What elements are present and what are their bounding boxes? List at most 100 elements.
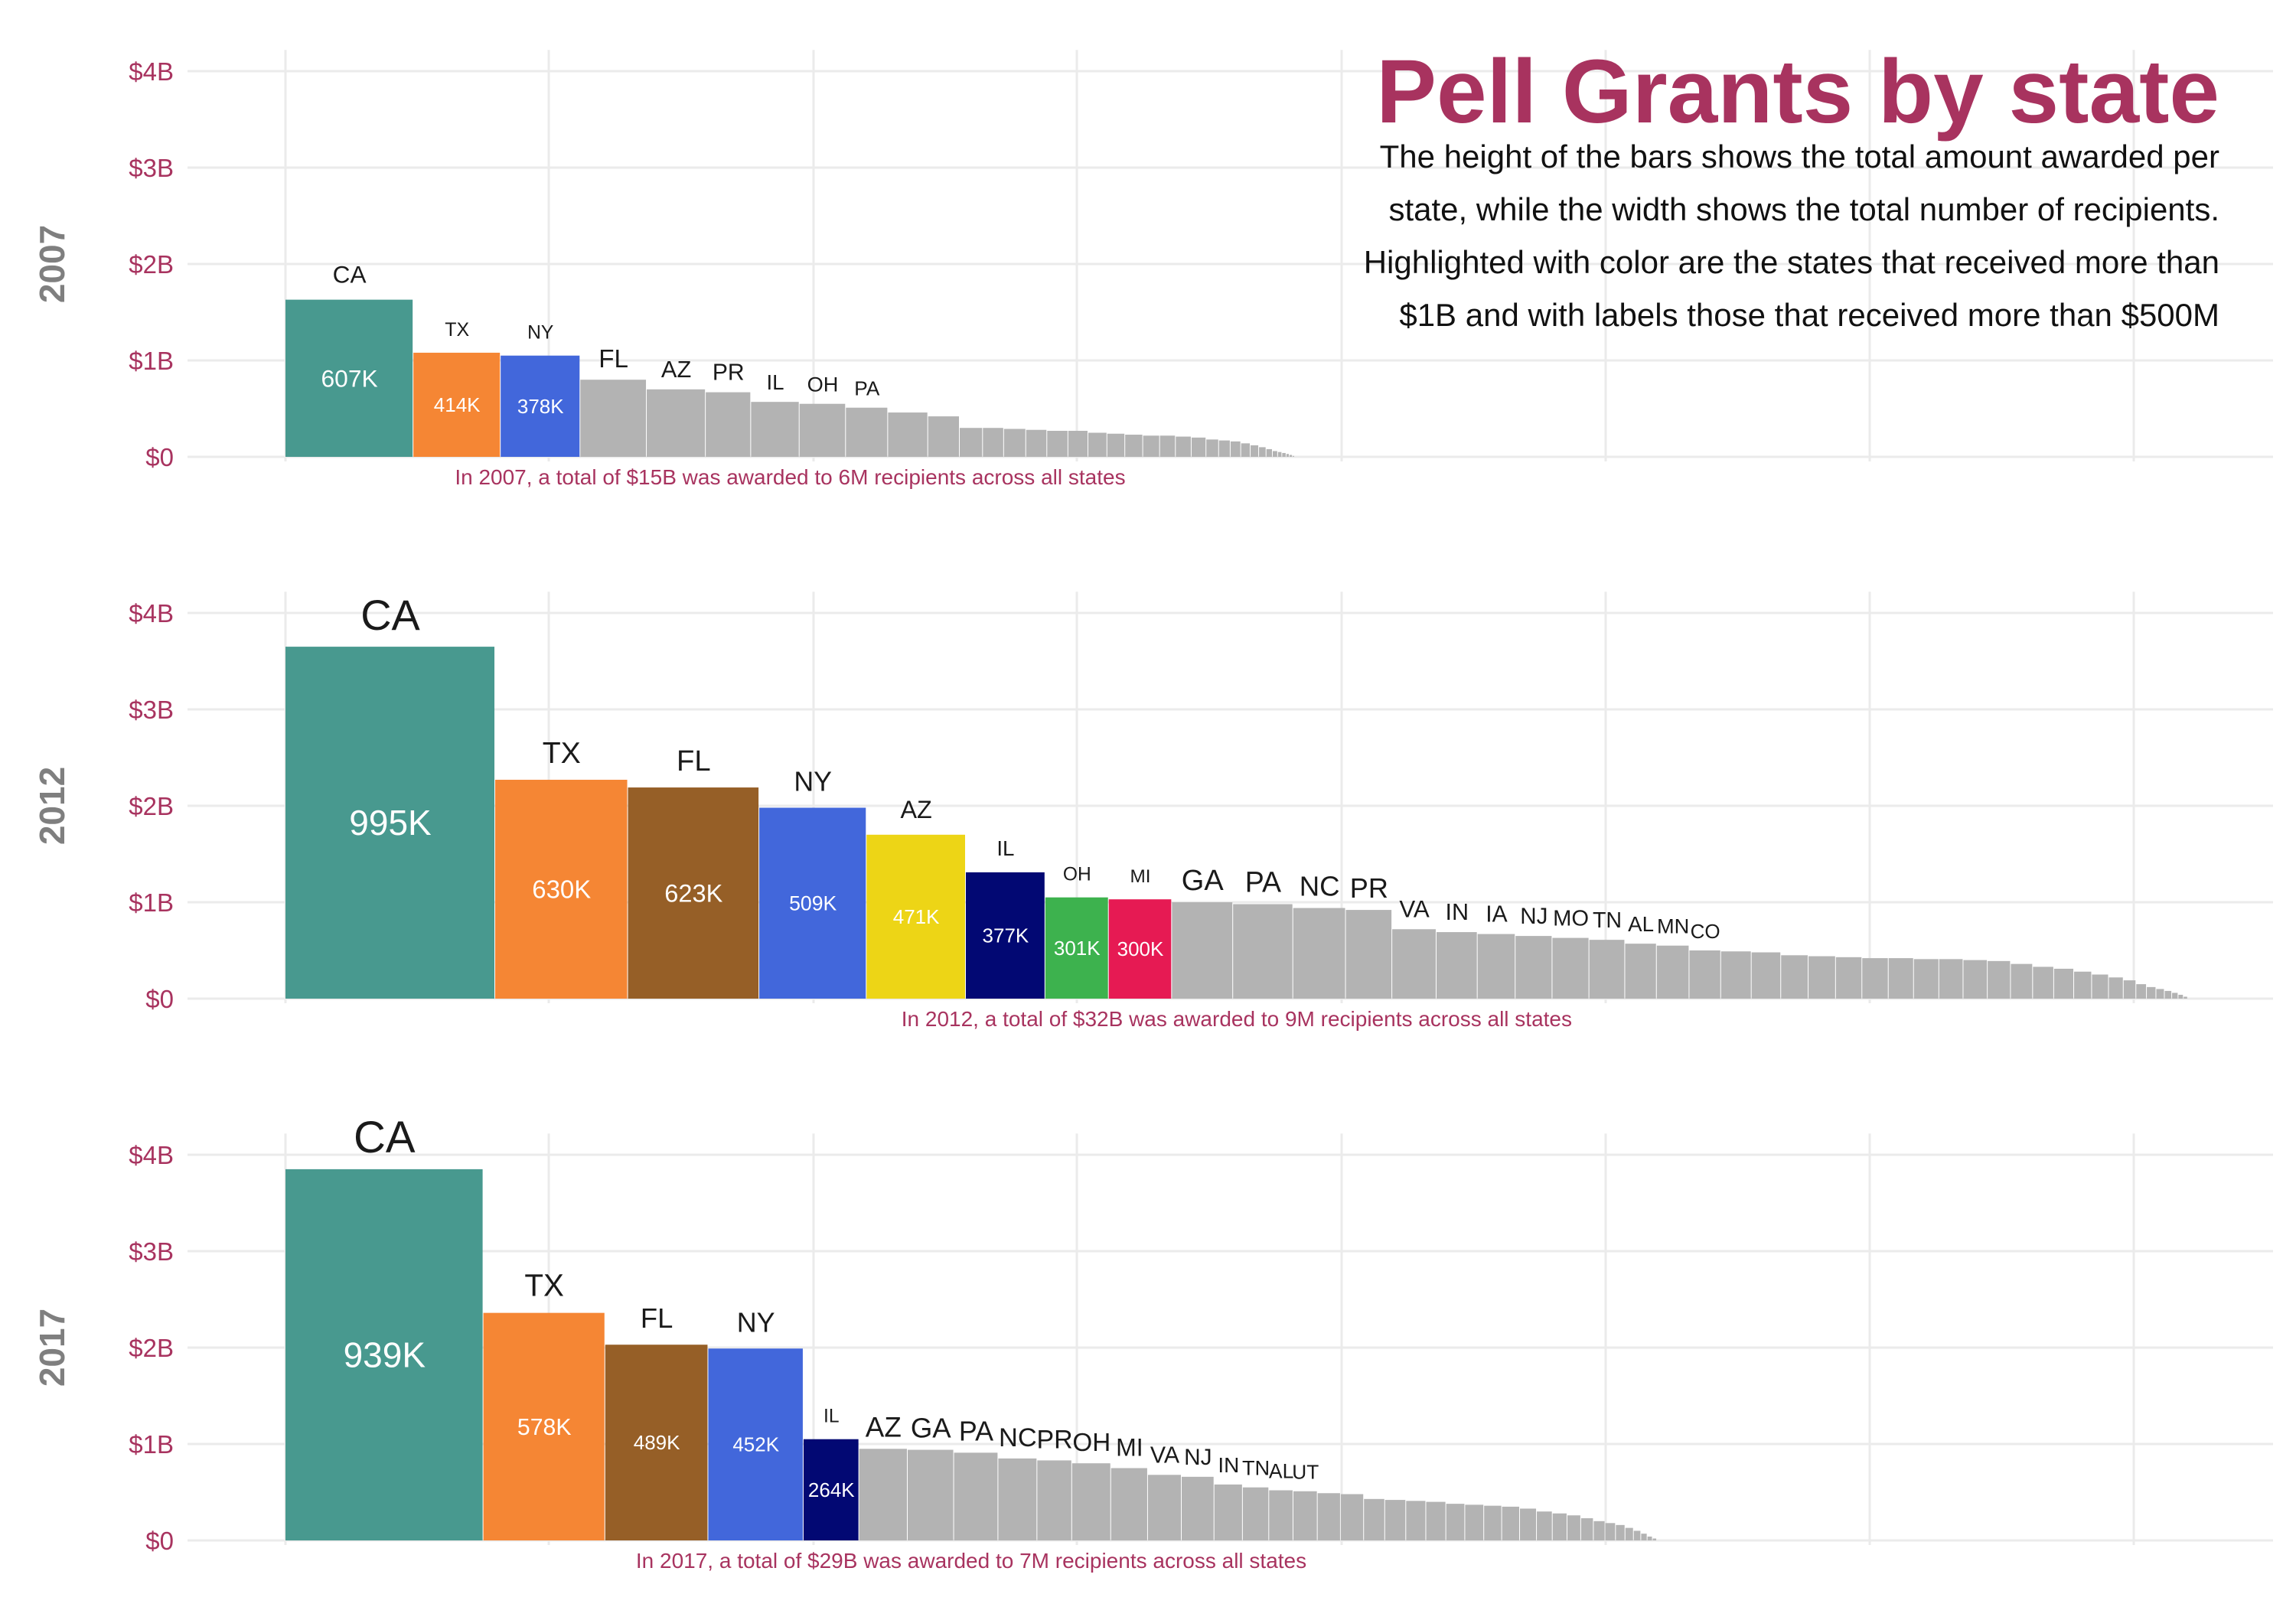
- bar-2017-other: [1446, 1504, 1465, 1540]
- bar-2012-IN: [1436, 932, 1477, 999]
- bar-2007-other: [888, 412, 928, 457]
- panel-2007-y-tick-label: $1B: [129, 347, 174, 375]
- bar-label-2012-NJ: NJ: [1520, 904, 1548, 929]
- panel-2017-facet-label: 2017: [32, 1309, 72, 1387]
- bar-2012-PR: [1345, 910, 1392, 999]
- bar-2012-other: [1720, 951, 1751, 999]
- recipients-label-2012-IL: 377K: [983, 924, 1029, 947]
- bar-2017-other: [1502, 1506, 1520, 1540]
- bar-label-2012-GA: GA: [1182, 865, 1225, 897]
- bar-2007-other: [1293, 455, 1294, 457]
- bar-2017-other: [1484, 1505, 1502, 1540]
- bar-label-2017-MI: MI: [1116, 1434, 1143, 1462]
- chart-subtitle: The height of the bars shows the total a…: [1363, 139, 2219, 333]
- bar-2007-CA: [285, 299, 413, 457]
- bar-2017-NC: [998, 1458, 1037, 1540]
- bar-2017-other: [1641, 1534, 1647, 1540]
- bar-2007-other: [1206, 439, 1218, 457]
- bar-label-2017-NY: NY: [737, 1307, 775, 1338]
- panel-2012-caption: In 2012, a total of $32B was awarded to …: [902, 1007, 1572, 1031]
- bar-label-2017-TN: TN: [1242, 1456, 1270, 1480]
- panel-2012-y-tick-label: $3B: [129, 696, 174, 724]
- bar-2007-other: [1047, 430, 1068, 457]
- bar-2017-other: [1633, 1530, 1641, 1540]
- recipients-label-2012-CA: 995K: [349, 803, 432, 843]
- bar-2012-IA: [1477, 934, 1515, 999]
- recipients-label-2017-IL: 264K: [808, 1478, 855, 1501]
- bar-2007-other: [1003, 429, 1026, 457]
- bar-2017-other: [1647, 1536, 1652, 1540]
- bar-2017-NJ: [1182, 1476, 1214, 1540]
- bar-2007-other: [1259, 447, 1266, 457]
- bar-label-2007-CA: CA: [333, 261, 367, 288]
- bar-2007-other: [1277, 451, 1282, 457]
- bar-label-2017-IL: IL: [823, 1407, 840, 1427]
- bar-2017-other: [1605, 1523, 1616, 1540]
- recipients-label-2007-CA: 607K: [321, 364, 378, 392]
- bar-2017-AZ: [859, 1449, 907, 1540]
- bar-2007-other: [1068, 430, 1088, 457]
- bar-2017-other: [1552, 1513, 1567, 1540]
- bar-2017-other: [1567, 1515, 1580, 1540]
- bar-label-2012-OH: OH: [1063, 865, 1091, 885]
- bar-2007-other: [1143, 435, 1159, 457]
- bar-2007-other: [1282, 452, 1286, 457]
- recipients-label-2012-NY: 509K: [789, 892, 837, 915]
- bar-2007-other: [1286, 454, 1290, 457]
- bar-2012-other: [1808, 956, 1835, 999]
- bar-2017-other: [1364, 1498, 1384, 1540]
- bar-2007-TX: [413, 352, 501, 457]
- bar-2012-AZ: [866, 834, 965, 999]
- bar-2017-PR: [1037, 1460, 1071, 1540]
- panel-2007-caption: In 2007, a total of $15B was awarded to …: [455, 465, 1125, 489]
- bar-2012-other: [1862, 958, 1888, 999]
- panel-2017-y-tick-label: $0: [145, 1527, 174, 1555]
- bar-label-2012-CO: CO: [1691, 920, 1720, 943]
- bar-2007-FL: [580, 380, 647, 457]
- bar-label-2007-AZ: AZ: [661, 356, 691, 383]
- bar-2012-CA: [285, 647, 495, 999]
- recipients-label-2007-TX: 414K: [434, 393, 481, 416]
- bar-label-2012-MN: MN: [1657, 914, 1689, 938]
- bar-label-2012-AL: AL: [1628, 912, 1654, 936]
- bar-2012-GA: [1172, 902, 1233, 999]
- bar-2007-NY: [501, 355, 580, 457]
- bar-2017-other: [1625, 1527, 1633, 1540]
- panel-2017-y-tick-label: $4B: [129, 1141, 174, 1169]
- bar-2017-IL: [803, 1439, 859, 1540]
- bar-2012-other: [1781, 955, 1808, 999]
- bar-label-2012-IL: IL: [996, 836, 1014, 860]
- bar-2017-CA: [285, 1169, 483, 1540]
- bar-2017-other: [1580, 1518, 1593, 1540]
- bar-2012-other: [2156, 989, 2164, 999]
- panel-2012-y-tick-label: $0: [145, 985, 174, 1013]
- panel-2017-y-tick-label: $1B: [129, 1430, 174, 1459]
- recipients-label-2017-FL: 489K: [634, 1431, 680, 1454]
- panel-2007-y-tick-label: $3B: [129, 154, 174, 182]
- bar-label-2017-OH: OH: [1072, 1429, 1110, 1457]
- recipients-label-2007-NY: 378K: [517, 395, 564, 418]
- bar-2007-other: [1088, 432, 1107, 457]
- bar-2017-other: [1593, 1521, 1605, 1540]
- bar-2017-other: [1340, 1494, 1364, 1540]
- panel-2007-y-tick-label: $0: [145, 443, 174, 471]
- bar-2012-other: [2108, 977, 2123, 999]
- bar-2017-other: [1406, 1501, 1426, 1540]
- bar-2012-other: [1751, 952, 1781, 999]
- bar-2017-PA: [954, 1452, 998, 1540]
- bar-2017-AL: [1269, 1490, 1293, 1540]
- bar-label-2007-TX: TX: [445, 319, 469, 341]
- panel-2017-caption: In 2017, a total of $29B was awarded to …: [636, 1549, 1306, 1573]
- recipients-label-2012-OH: 301K: [1054, 937, 1101, 960]
- panel-2007-y-tick-label: $4B: [129, 57, 174, 86]
- bar-2017-TX: [483, 1312, 605, 1540]
- bar-2007-other: [983, 428, 1003, 457]
- bar-2017-GA: [907, 1449, 954, 1540]
- bar-2007-other: [1251, 445, 1259, 457]
- panel-2017-y-tick-label: $3B: [129, 1237, 174, 1266]
- bar-2007-other: [1241, 443, 1251, 457]
- bar-2007-other: [1026, 429, 1047, 457]
- bar-label-2017-GA: GA: [911, 1413, 951, 1444]
- bar-label-2012-TX: TX: [543, 736, 581, 770]
